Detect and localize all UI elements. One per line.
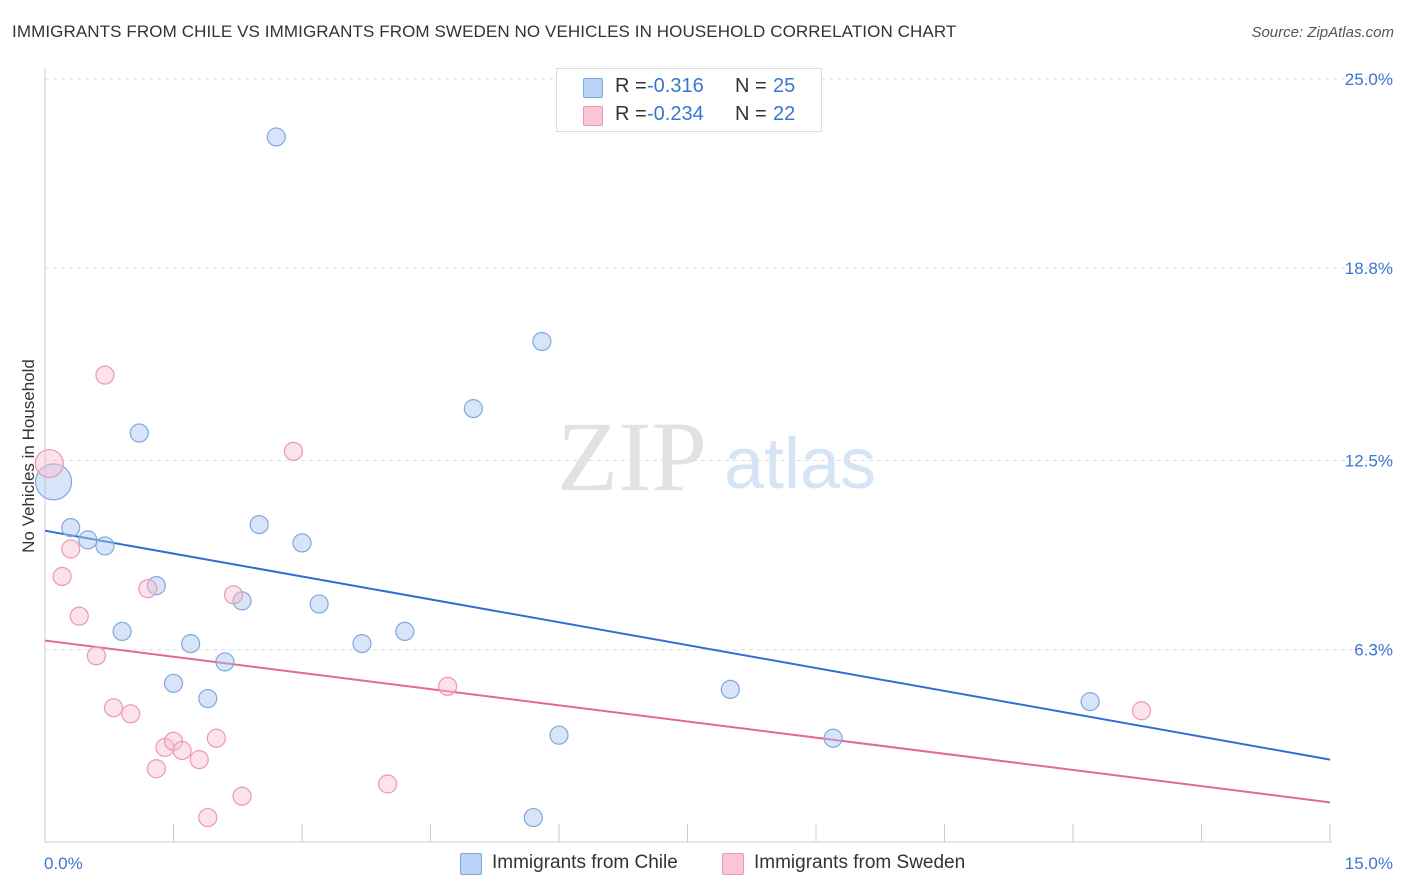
data-point-sweden <box>86 646 107 666</box>
chart-source: Source: ZipAtlas.com <box>1251 24 1394 41</box>
bottom-legend-label-sweden: Immigrants from Sweden <box>754 852 966 873</box>
data-point-chile <box>181 634 201 654</box>
data-point-sweden <box>198 807 218 828</box>
data-point-sweden <box>34 448 64 479</box>
y-axis-label: No Vehicles in Household <box>19 359 38 553</box>
data-point-chile <box>292 533 312 553</box>
data-point-chile <box>532 331 552 352</box>
data-point-sweden <box>378 774 398 794</box>
points <box>34 127 1152 828</box>
y-tick-label: 18.8% <box>1345 259 1393 278</box>
data-point-chile <box>1080 692 1100 712</box>
trend-line-sweden <box>44 639 1331 804</box>
legend-r-value: -0.234 <box>647 103 704 125</box>
legend-swatch-sweden <box>583 106 603 126</box>
legend-row-chile: R = -0.316 N = 25 <box>557 73 821 101</box>
trend-line-chile <box>44 529 1331 761</box>
legend-n-label: N = <box>735 75 767 97</box>
data-point-sweden <box>223 585 244 605</box>
data-point-chile <box>352 634 372 654</box>
data-point-chile <box>395 621 415 642</box>
watermark-zip: ZIP <box>557 401 707 512</box>
y-tick-labels: 6.3% 12.5% 18.8% 25.0% <box>1345 70 1393 660</box>
correlation-legend: R = -0.316 N = 25 R = -0.234 N = 22 <box>556 68 822 132</box>
data-point-chile <box>112 621 132 642</box>
data-point-chile <box>523 807 543 828</box>
chart-title: IMMIGRANTS FROM CHILE VS IMMIGRANTS FROM… <box>12 22 957 41</box>
data-point-chile <box>78 530 98 550</box>
data-point-chile <box>215 652 235 672</box>
data-point-sweden <box>189 749 209 770</box>
bottom-legend-label-chile: Immigrants from Chile <box>492 852 678 873</box>
data-point-sweden <box>283 441 304 461</box>
data-point-chile <box>95 536 115 556</box>
data-point-sweden <box>138 579 158 599</box>
data-point-chile <box>129 423 149 443</box>
data-point-sweden <box>121 704 141 724</box>
data-point-sweden <box>438 676 458 696</box>
data-point-chile <box>463 399 483 419</box>
legend-n-value: 22 <box>773 103 796 125</box>
data-point-sweden <box>172 740 192 761</box>
data-point-chile <box>549 725 569 745</box>
y-tick-label: 25.0% <box>1345 70 1393 89</box>
data-point-sweden <box>103 698 124 718</box>
data-point-sweden <box>206 728 226 748</box>
gridlines <box>45 78 1394 651</box>
data-point-chile <box>266 127 286 147</box>
bottom-legend-swatch-sweden <box>722 853 744 875</box>
data-point-chile <box>163 673 184 693</box>
data-point-sweden <box>61 539 81 559</box>
data-point-chile <box>823 728 843 748</box>
legend-swatch-chile <box>583 78 603 98</box>
legend-r-value: -0.316 <box>647 75 704 97</box>
x-tick-label-max: 15.0% <box>1345 854 1393 873</box>
data-point-sweden <box>146 759 166 779</box>
data-point-chile <box>249 514 269 535</box>
legend-r-label: R = <box>615 75 647 97</box>
legend-row-sweden: R = -0.234 N = 22 <box>557 101 821 129</box>
bottom-legend-swatch-chile <box>460 853 482 875</box>
trend-lines <box>44 529 1331 804</box>
data-point-chile <box>34 463 73 501</box>
y-tick-label: 12.5% <box>1345 452 1393 471</box>
data-point-sweden <box>1131 701 1152 721</box>
watermark: ZIP atlas <box>557 401 876 512</box>
data-point-chile <box>309 594 329 614</box>
watermark-atlas: atlas <box>724 424 876 504</box>
legend-n-value: 25 <box>773 75 796 97</box>
data-point-sweden <box>232 786 252 806</box>
x-ticks <box>44 824 1331 842</box>
data-point-sweden <box>69 606 89 626</box>
data-point-chile <box>720 679 740 700</box>
x-tick-label-min: 0.0% <box>44 854 83 873</box>
data-point-sweden <box>95 365 115 385</box>
legend-r-label: R = <box>615 103 647 125</box>
y-tick-label: 6.3% <box>1354 641 1393 660</box>
legend-n-label: N = <box>735 103 767 125</box>
data-point-chile <box>198 688 218 709</box>
data-point-sweden <box>52 566 72 587</box>
data-point-chile <box>61 518 81 538</box>
